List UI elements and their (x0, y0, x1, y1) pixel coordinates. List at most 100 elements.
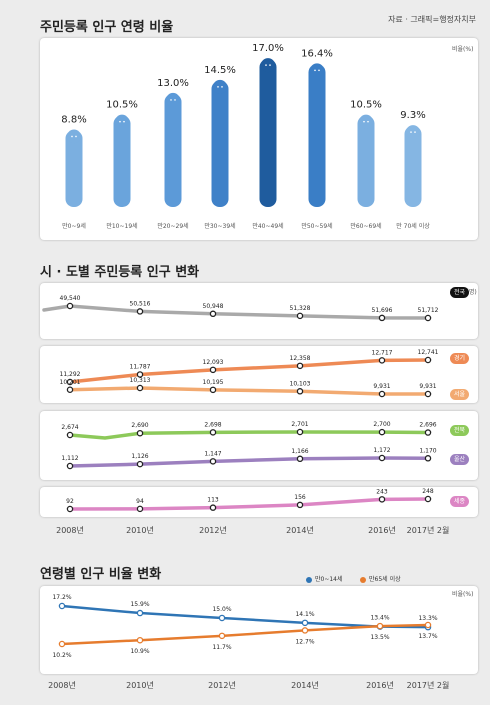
data-label: 15.9% (130, 601, 149, 608)
bar-head-icon (213, 79, 227, 94)
bar-category-label: 만40~49세 (252, 222, 283, 230)
data-point (136, 371, 144, 378)
legend-age-old-label: 만65세 이상 (369, 576, 401, 583)
bar-value-label: 8.8% (61, 114, 86, 125)
data-point (209, 504, 217, 511)
bar-unit-label: 비율(%) (452, 46, 474, 53)
data-point (209, 386, 217, 394)
data-label: 243 (376, 488, 388, 495)
legend-age-old: 만65세 이상 (360, 574, 401, 583)
bar-value-label: 10.5% (350, 100, 382, 111)
x-tick-label: 2010년 (126, 525, 154, 535)
data-point (136, 384, 144, 392)
x-tick-label: 2016년 (368, 525, 396, 535)
region-panel-sejong (40, 487, 478, 517)
data-label: 12,717 (372, 349, 393, 356)
data-point (296, 428, 304, 436)
data-label: 113 (207, 497, 219, 504)
data-label: 13.3% (418, 615, 437, 622)
data-point (378, 314, 386, 322)
bar-eye-icon (170, 99, 172, 101)
bar-category-label: 만0~9세 (62, 222, 86, 230)
series-tag-ulsan: 울산 (450, 454, 470, 465)
line-jeonbuk (68, 430, 430, 440)
bar-eye-icon (363, 120, 365, 123)
bar-value-label: 17.0% (252, 43, 284, 54)
data-point (66, 462, 74, 470)
bar-value-label: 13.0% (157, 78, 189, 89)
data-label: 12,741 (418, 349, 439, 356)
bar-eye-icon (410, 131, 412, 133)
data-point (66, 431, 74, 439)
data-label: 11,292 (60, 371, 81, 378)
bar-head-icon (166, 92, 180, 107)
data-label: 2,698 (204, 421, 221, 428)
legend-age-young: 만0~14세 (306, 574, 343, 583)
data-label: 10,195 (203, 379, 224, 386)
bar-head-icon (67, 129, 81, 144)
data-point (136, 505, 144, 513)
data-label: 10,313 (130, 377, 151, 384)
data-label: 14.1% (295, 611, 314, 618)
bar-eye-icon (75, 135, 77, 138)
data-point (66, 378, 74, 386)
bar-category-label: 만20~29세 (157, 222, 188, 230)
x-tick-label: 2017년 2월 (407, 525, 450, 535)
data-label: 2,696 (419, 422, 436, 429)
bar-eye-icon (221, 86, 223, 88)
bar-head-icon (406, 125, 420, 140)
data-point (378, 357, 386, 364)
bar (65, 130, 83, 207)
bar (404, 126, 422, 207)
bar-category-label: 만30~39세 (204, 222, 235, 230)
data-point (424, 314, 432, 322)
data-label: 1,112 (61, 455, 78, 462)
data-point (218, 632, 226, 640)
bar-eye-icon (123, 120, 125, 123)
data-point (378, 454, 386, 462)
data-label: 11,787 (130, 363, 151, 370)
data-point (424, 429, 432, 436)
series-tag-seoul: 서울 (450, 389, 470, 400)
legend-age-young-label: 만0~14세 (315, 576, 343, 583)
data-point (296, 388, 304, 395)
bar (357, 115, 375, 207)
data-point (66, 505, 74, 513)
data-point (424, 390, 432, 398)
age-chart-card (40, 586, 478, 674)
x-tick-label: 2016년 (366, 680, 394, 690)
x-tick-label: 2014년 (286, 525, 314, 535)
data-label: 1,147 (204, 450, 221, 457)
bar-eye-icon (314, 69, 316, 72)
line-ulsan (68, 456, 430, 468)
data-label: 2,674 (61, 424, 78, 431)
data-label: 12,358 (290, 355, 311, 362)
bar-category-label: 만10~19세 (106, 222, 137, 230)
region-panel-provinces (40, 411, 478, 480)
data-point (136, 609, 144, 617)
bar-eye-icon (217, 86, 219, 88)
data-label: 12,093 (203, 359, 224, 366)
series-tag-nation: 전국 (450, 287, 470, 298)
bar-eye-icon (269, 64, 271, 66)
data-label: 1,172 (373, 447, 390, 454)
bar-category-label: 만50~59세 (301, 222, 332, 230)
data-label: 51,696 (372, 307, 393, 314)
data-label: 92 (66, 498, 74, 505)
series-tag-gyeonggi: 경기 (450, 353, 470, 364)
data-point (376, 622, 384, 630)
bar-value-label: 9.3% (400, 110, 425, 121)
region-chart-title: 시 · 도별 주민등록 인구 변화 (40, 265, 200, 280)
x-tick-label: 2014년 (291, 680, 319, 690)
bar (164, 93, 182, 207)
x-tick-label: 2012년 (199, 525, 227, 535)
data-label: 1,170 (419, 447, 436, 454)
data-label: 9,931 (419, 383, 436, 390)
bar-head-icon (310, 63, 324, 78)
data-label: 1,166 (291, 448, 308, 455)
line-age_old (61, 623, 429, 646)
data-label: 11.7% (212, 644, 231, 651)
x-tick-label: 2012년 (208, 680, 236, 690)
data-point (136, 308, 144, 315)
